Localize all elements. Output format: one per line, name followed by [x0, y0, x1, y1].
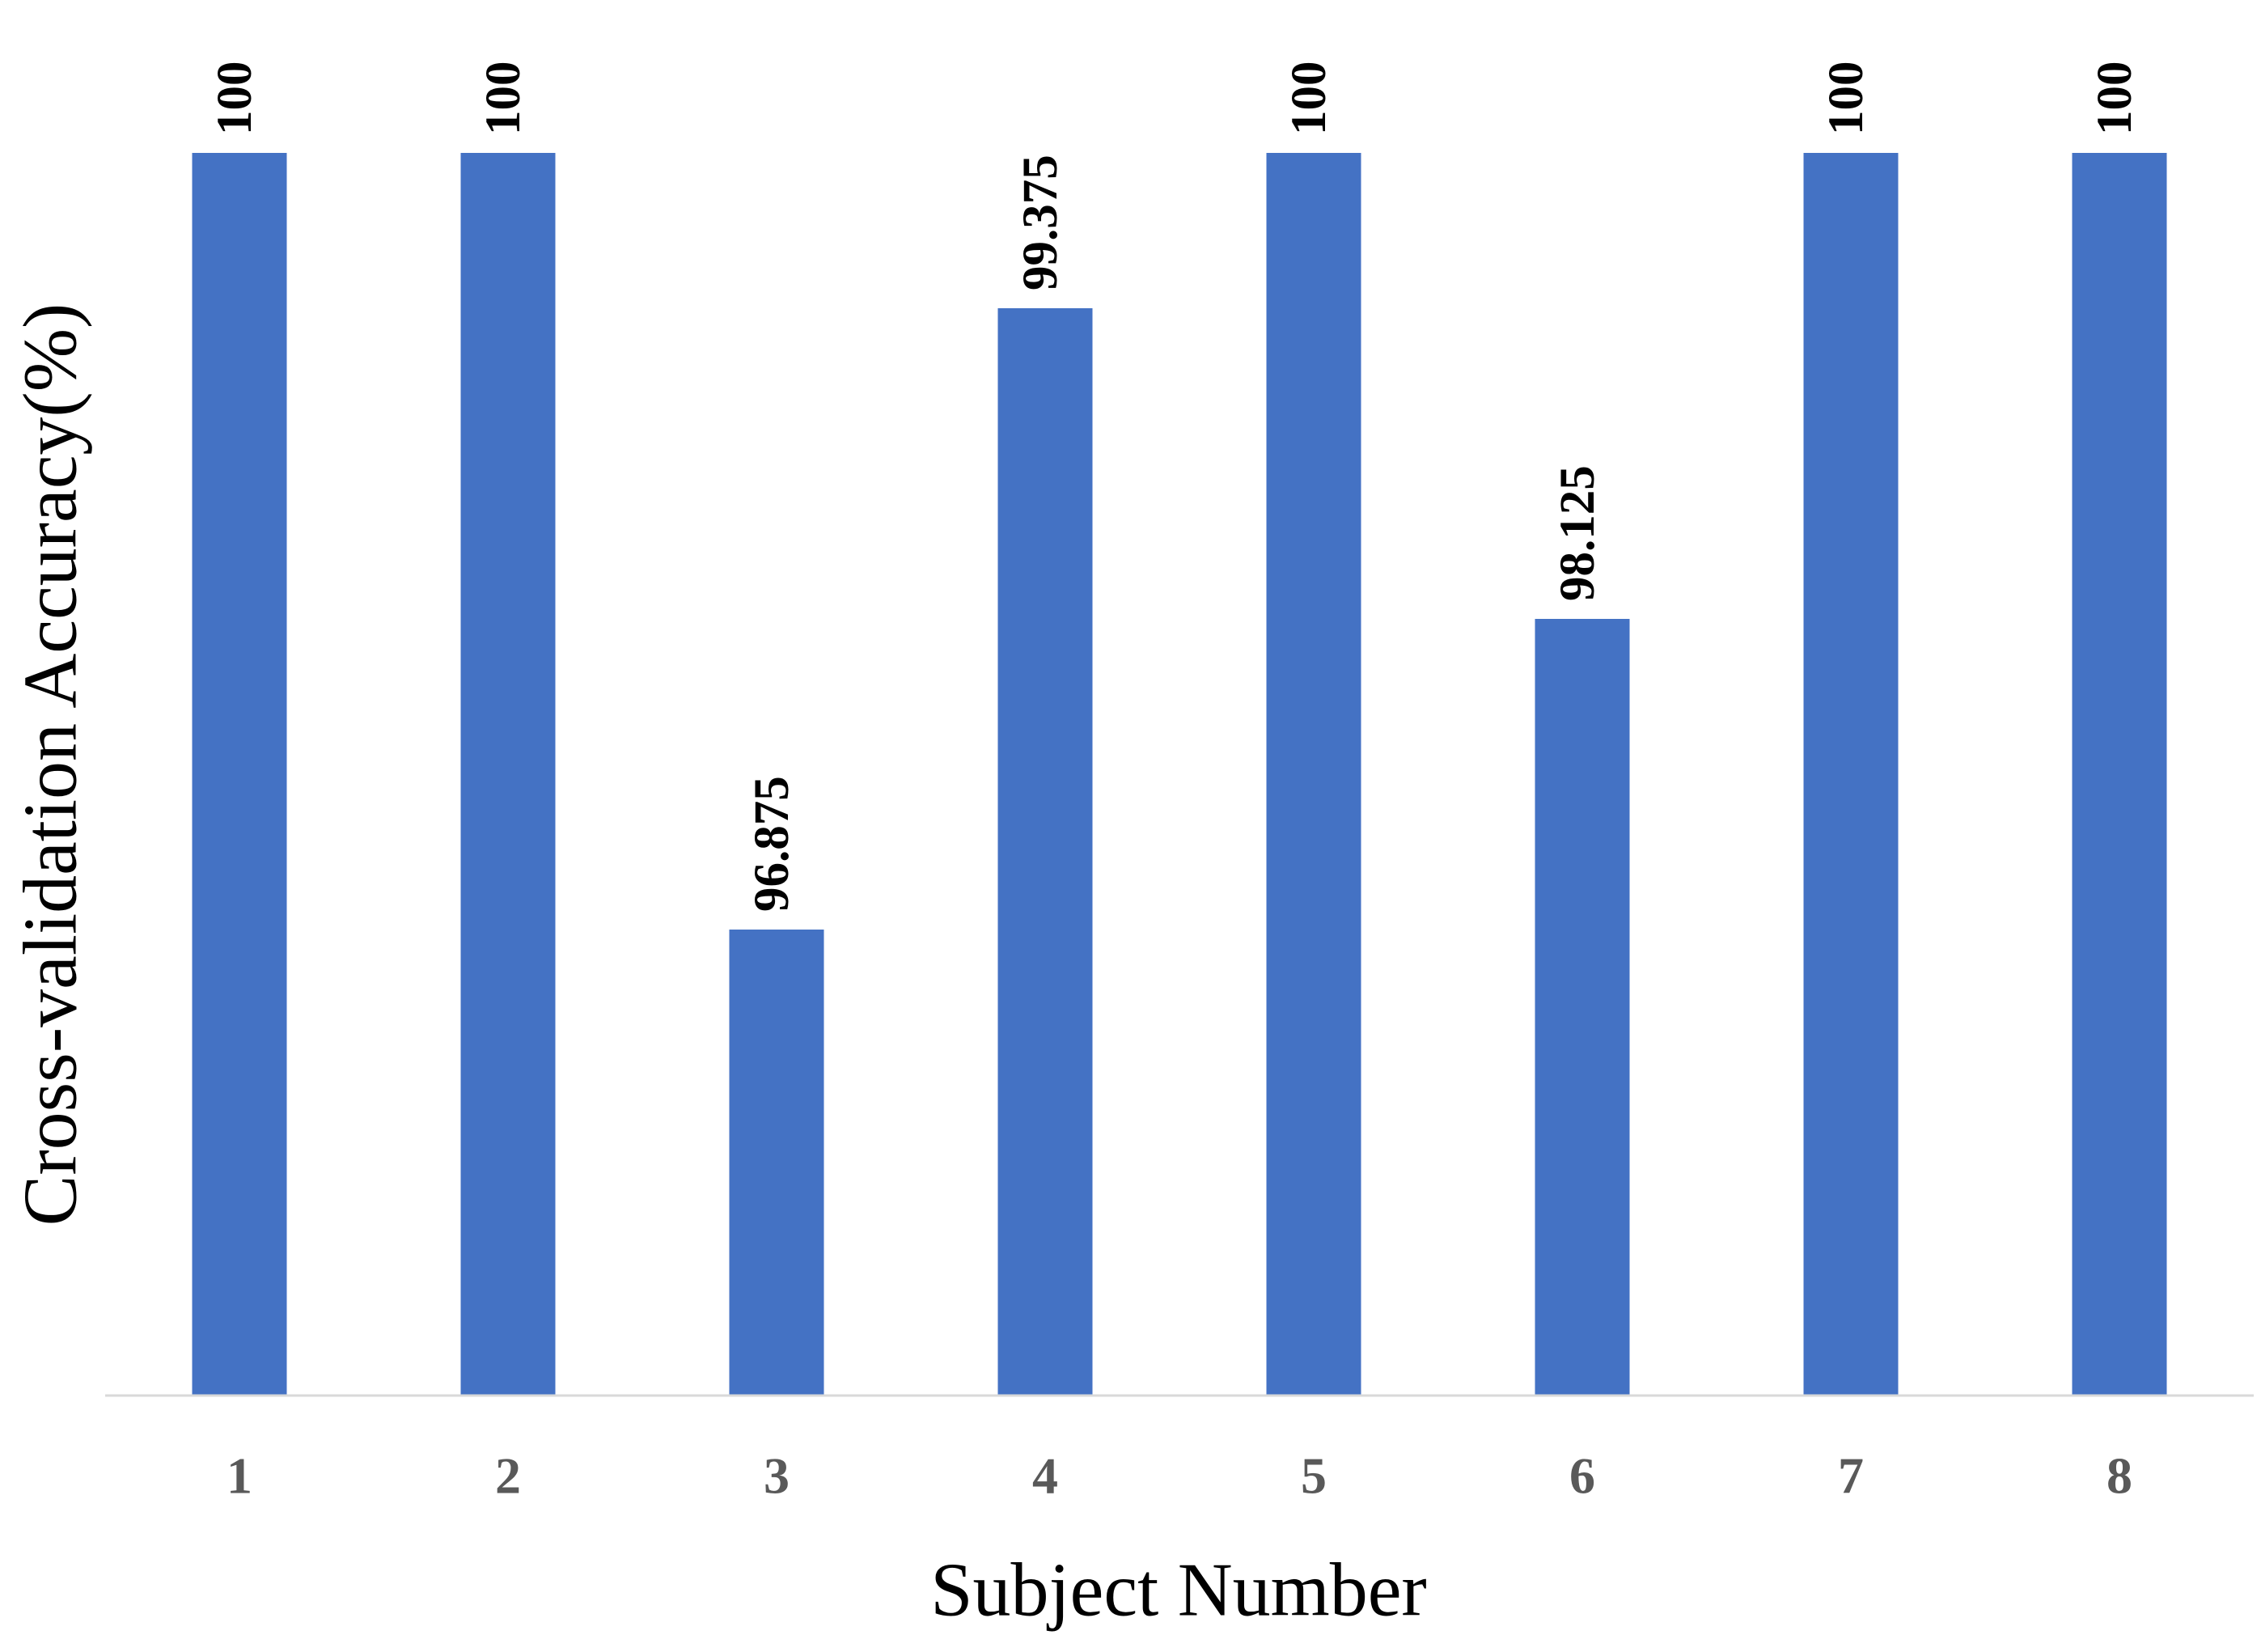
x-tick-label: 3: [764, 1447, 790, 1505]
data-label: 100: [1282, 61, 1336, 136]
bar: [1535, 619, 1630, 1396]
x-tick-label: 4: [1032, 1447, 1058, 1505]
x-tick-label: 2: [495, 1447, 521, 1505]
data-label: 100: [208, 61, 262, 136]
bar: [997, 308, 1093, 1396]
x-tick-label: 8: [2106, 1447, 2132, 1505]
bar: [729, 930, 824, 1396]
bar: [460, 153, 556, 1396]
bar: [192, 153, 287, 1396]
y-axis-title: Cross-validation Accuracy(%): [9, 303, 93, 1226]
bar: [1803, 153, 1899, 1396]
x-tick-label: 1: [227, 1447, 252, 1505]
x-tick-label: 5: [1301, 1447, 1327, 1505]
bar: [1266, 153, 1361, 1396]
x-tick-label: 7: [1838, 1447, 1864, 1505]
data-label: 100: [2088, 61, 2142, 136]
x-axis-title: Subject Number: [930, 1548, 1426, 1633]
data-label: 100: [1819, 61, 1874, 136]
data-label: 99.375: [1014, 155, 1068, 290]
bar: [2072, 153, 2167, 1396]
data-label: 98.125: [1551, 465, 1605, 601]
data-label: 96.875: [745, 776, 799, 912]
data-label: 100: [476, 61, 531, 136]
x-tick-label: 6: [1569, 1447, 1595, 1505]
